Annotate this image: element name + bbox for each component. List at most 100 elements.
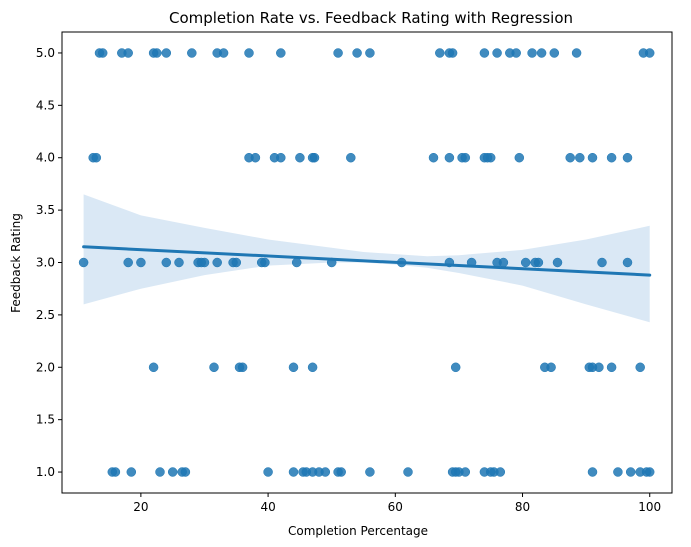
- data-point: [174, 257, 184, 268]
- y-tick-label: 1.0: [36, 465, 55, 479]
- data-point: [403, 467, 413, 477]
- data-point: [613, 467, 623, 477]
- data-point: [485, 152, 496, 163]
- data-point: [148, 362, 159, 373]
- x-tick-label: 80: [515, 500, 530, 514]
- confidence-band-layer: [83, 194, 650, 323]
- data-point: [587, 152, 598, 163]
- data-points: [78, 48, 655, 477]
- data-point: [263, 467, 273, 477]
- data-point: [152, 48, 162, 58]
- data-point: [250, 152, 261, 163]
- x-tick-label: 20: [133, 500, 148, 514]
- data-point: [97, 48, 108, 58]
- data-point: [498, 257, 509, 268]
- data-point: [644, 48, 655, 58]
- data-point: [307, 362, 318, 373]
- chart-title: Completion Rate vs. Feedback Rating with…: [169, 9, 573, 27]
- data-point: [597, 257, 607, 268]
- data-point: [276, 152, 286, 163]
- x-axis-label: Completion Percentage: [288, 524, 428, 538]
- x-tick-label: 100: [638, 500, 661, 514]
- data-point: [212, 257, 222, 268]
- confidence-band: [83, 194, 650, 323]
- y-tick-label: 3.0: [36, 256, 55, 270]
- data-point: [180, 467, 191, 477]
- data-point: [460, 467, 471, 477]
- data-point: [435, 48, 445, 58]
- data-point: [552, 257, 563, 268]
- data-point: [91, 152, 102, 163]
- data-point: [533, 257, 544, 268]
- data-point: [492, 48, 502, 58]
- data-point: [635, 362, 645, 373]
- y-tick-label: 4.5: [36, 98, 55, 112]
- data-point: [167, 467, 178, 477]
- data-point: [309, 152, 320, 163]
- data-point: [155, 467, 165, 477]
- data-point: [365, 48, 375, 58]
- data-point: [291, 257, 302, 268]
- data-point: [209, 362, 219, 373]
- data-point: [549, 48, 560, 58]
- data-point: [625, 467, 636, 477]
- data-point: [218, 48, 229, 58]
- data-point: [622, 152, 633, 163]
- regression-line-layer: [82, 245, 652, 277]
- data-point: [546, 362, 556, 373]
- data-point: [320, 467, 331, 477]
- data-point: [587, 467, 598, 477]
- data-point: [78, 257, 89, 268]
- y-tick-label: 1.5: [36, 413, 55, 427]
- data-point: [428, 152, 439, 163]
- data-point: [594, 362, 604, 373]
- data-point: [495, 467, 506, 477]
- data-point: [527, 48, 537, 58]
- data-point: [606, 362, 617, 373]
- data-point: [511, 48, 521, 58]
- data-point: [161, 257, 172, 268]
- data-point: [288, 362, 299, 373]
- data-point: [237, 362, 248, 373]
- y-tick-label: 4.0: [36, 151, 55, 165]
- y-tick-label: 3.5: [36, 203, 55, 217]
- data-point: [276, 48, 286, 58]
- data-point: [346, 152, 356, 163]
- data-point: [479, 48, 490, 58]
- y-tick-label: 2.5: [36, 308, 55, 322]
- data-point: [187, 48, 197, 58]
- data-point: [136, 257, 146, 268]
- data-point: [622, 257, 633, 268]
- data-point: [295, 152, 305, 163]
- data-point: [565, 152, 575, 163]
- data-point: [231, 257, 242, 268]
- data-point: [444, 152, 455, 163]
- data-point: [575, 152, 585, 163]
- data-point: [450, 362, 461, 373]
- data-point: [260, 257, 270, 268]
- y-tick-label: 2.0: [36, 360, 55, 374]
- data-point: [199, 257, 210, 268]
- y-axis-label: Feedback Rating: [9, 213, 23, 313]
- axes: 20 40 60 80 100 1.0 1.5 2.0 2.5 3.0 3.5 4.0 4.5 5.0: [36, 31, 673, 514]
- data-point: [447, 48, 458, 58]
- data-point: [336, 467, 346, 477]
- regression-line: [82, 245, 652, 277]
- data-point: [514, 152, 525, 163]
- x-tick-label: 60: [388, 500, 403, 514]
- data-point: [571, 48, 582, 58]
- y-tick-label: 5.0: [36, 46, 55, 60]
- data-point: [536, 48, 547, 58]
- data-point: [123, 48, 133, 58]
- data-point: [460, 152, 471, 163]
- data-point: [123, 257, 133, 268]
- data-point: [644, 467, 655, 477]
- x-tick-label: 40: [260, 500, 275, 514]
- data-point: [244, 48, 254, 58]
- data-point: [110, 467, 121, 477]
- data-point: [161, 48, 172, 58]
- data-point: [333, 48, 343, 58]
- data-point: [352, 48, 362, 58]
- data-point: [520, 257, 531, 268]
